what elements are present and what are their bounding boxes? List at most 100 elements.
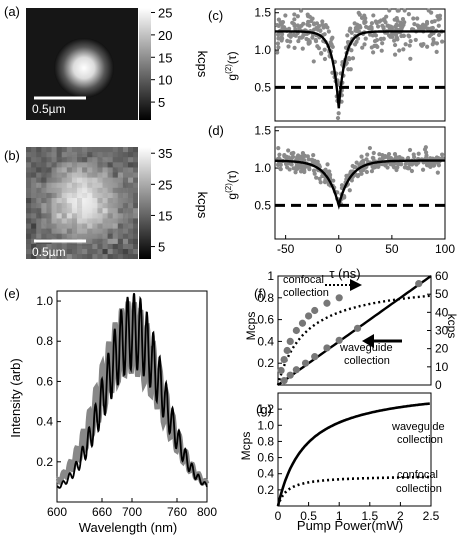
y-right-tick-label: 40 <box>435 305 449 319</box>
data-point <box>435 50 439 54</box>
heatmap-pixel <box>108 234 113 239</box>
heatmap-pixel <box>77 178 82 183</box>
heatmap-pixel <box>82 147 87 152</box>
heatmap-pixel <box>118 152 123 157</box>
heatmap-pixel <box>41 157 46 162</box>
heatmap-pixel <box>82 152 87 157</box>
heatmap-pixel <box>82 224 87 229</box>
data-point <box>437 33 441 37</box>
data-point <box>290 151 294 155</box>
data-point <box>308 15 312 19</box>
data-point <box>358 25 362 29</box>
data-point <box>280 38 284 42</box>
heatmap-pixel <box>118 198 123 203</box>
heatmap-pixel <box>87 173 92 178</box>
heatmap-pixel <box>57 234 62 239</box>
heatmap-pixel <box>77 188 82 193</box>
data-point <box>425 45 429 49</box>
heatmap-pixel <box>118 239 123 244</box>
heatmap-pixel <box>26 208 31 213</box>
heatmap-pixel <box>82 183 87 188</box>
heatmap-pixel <box>46 229 51 234</box>
heatmap-pixel <box>46 218 51 223</box>
heatmap-pixel <box>62 178 67 183</box>
heatmap-pixel <box>46 198 51 203</box>
heatmap-pixel <box>46 167 51 172</box>
heatmap-pixel <box>77 203 82 208</box>
annotation-g-confocal: confocal <box>397 469 438 481</box>
confocal-data-point <box>287 338 294 345</box>
heatmap-pixel <box>118 229 123 234</box>
heatmap-pixel <box>31 173 36 178</box>
heatmap-pixel <box>118 178 123 183</box>
heatmap-pixel <box>72 183 77 188</box>
waveguide-data-point <box>287 372 294 379</box>
heatmap-pixel <box>108 178 113 183</box>
heatmap-pixel <box>57 147 62 152</box>
heatmap-pixel <box>123 162 128 167</box>
data-point <box>404 42 408 46</box>
heatmap-pixel <box>26 173 31 178</box>
heatmap-pixel <box>128 229 133 234</box>
waveguide-data-point <box>311 353 318 360</box>
heatmap-pixel <box>77 162 82 167</box>
heatmap-pixel <box>57 178 62 183</box>
heatmap-pixel <box>123 208 128 213</box>
heatmap-pixel <box>133 188 138 193</box>
heatmap-pixel <box>67 157 72 162</box>
heatmap-pixel <box>82 178 87 183</box>
heatmap-pixel <box>36 152 41 157</box>
panel-d-ylabel: g(2)(τ) <box>224 170 239 199</box>
heatmap-pixel <box>41 213 46 218</box>
x-tick-label: 50 <box>385 242 399 256</box>
heatmap-pixel <box>31 229 36 234</box>
data-point <box>292 46 296 50</box>
heatmap-pixel <box>113 152 118 157</box>
x-tick-label: 0 <box>275 509 282 523</box>
data-point <box>424 155 428 159</box>
heatmap-pixel <box>52 167 57 172</box>
heatmap-pixel <box>41 203 46 208</box>
panel-g: (g) Mcps 0.20.40.60.81.01.20 0.5 1 1.5 2 2.5 … <box>239 393 445 533</box>
heatmap-pixel <box>133 162 138 167</box>
heatmap-pixel <box>118 193 123 198</box>
y-tick-label: 0.2 <box>257 356 274 370</box>
heatmap-pixel <box>87 178 92 183</box>
heatmap-pixel <box>46 234 51 239</box>
heatmap-pixel <box>26 162 31 167</box>
data-point <box>383 20 387 24</box>
heatmap-pixel <box>77 249 82 254</box>
heatmap-pixel <box>103 193 108 198</box>
data-point <box>415 16 419 20</box>
annotation-g-waveguide-2: collection <box>397 434 443 446</box>
heatmap-pixel <box>118 234 123 239</box>
heatmap-pixel <box>133 213 138 218</box>
x-tick-label: 100 <box>435 242 455 256</box>
heatmap-pixel <box>62 152 67 157</box>
heatmap-pixel <box>92 178 97 183</box>
heatmap-pixel <box>92 208 97 213</box>
heatmap-pixel <box>133 178 138 183</box>
heatmap-pixel <box>72 229 77 234</box>
heatmap-pixel <box>133 193 138 198</box>
y-tick-label: 0.8 <box>257 434 274 448</box>
heatmap-pixel <box>41 188 46 193</box>
x-tick-label: 0 <box>335 242 342 256</box>
heatmap-pixel <box>92 203 97 208</box>
heatmap-pixel <box>113 203 118 208</box>
data-point <box>348 188 352 192</box>
heatmap-pixel <box>36 218 41 223</box>
heatmap-pixel <box>26 193 31 198</box>
y-tick-label: 1.5 <box>254 124 271 138</box>
heatmap-pixel <box>36 234 41 239</box>
heatmap-pixel <box>97 147 102 152</box>
heatmap-pixel <box>52 213 57 218</box>
heatmap-pixel <box>108 167 113 172</box>
y-tick-label: 0.2 <box>36 455 53 469</box>
data-point <box>357 11 361 15</box>
data-point <box>370 21 374 25</box>
heatmap-pixel <box>118 183 123 188</box>
heatmap-pixel <box>113 173 118 178</box>
data-point <box>429 26 433 30</box>
heatmap-pixel <box>82 229 87 234</box>
